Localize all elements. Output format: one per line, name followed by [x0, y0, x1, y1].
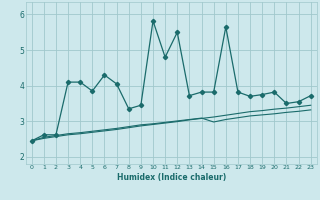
X-axis label: Humidex (Indice chaleur): Humidex (Indice chaleur)	[116, 173, 226, 182]
